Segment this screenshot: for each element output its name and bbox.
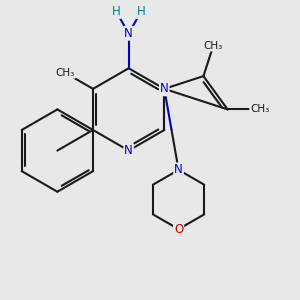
- Text: N: N: [124, 27, 133, 40]
- Text: N: N: [124, 144, 133, 157]
- Text: CH₃: CH₃: [56, 68, 75, 78]
- Text: H: H: [137, 5, 146, 18]
- Text: N: N: [160, 82, 169, 95]
- Text: H: H: [112, 5, 120, 18]
- Text: CH₃: CH₃: [250, 104, 269, 114]
- Text: O: O: [174, 223, 183, 236]
- Text: CH₃: CH₃: [204, 40, 223, 51]
- Text: N: N: [174, 164, 183, 176]
